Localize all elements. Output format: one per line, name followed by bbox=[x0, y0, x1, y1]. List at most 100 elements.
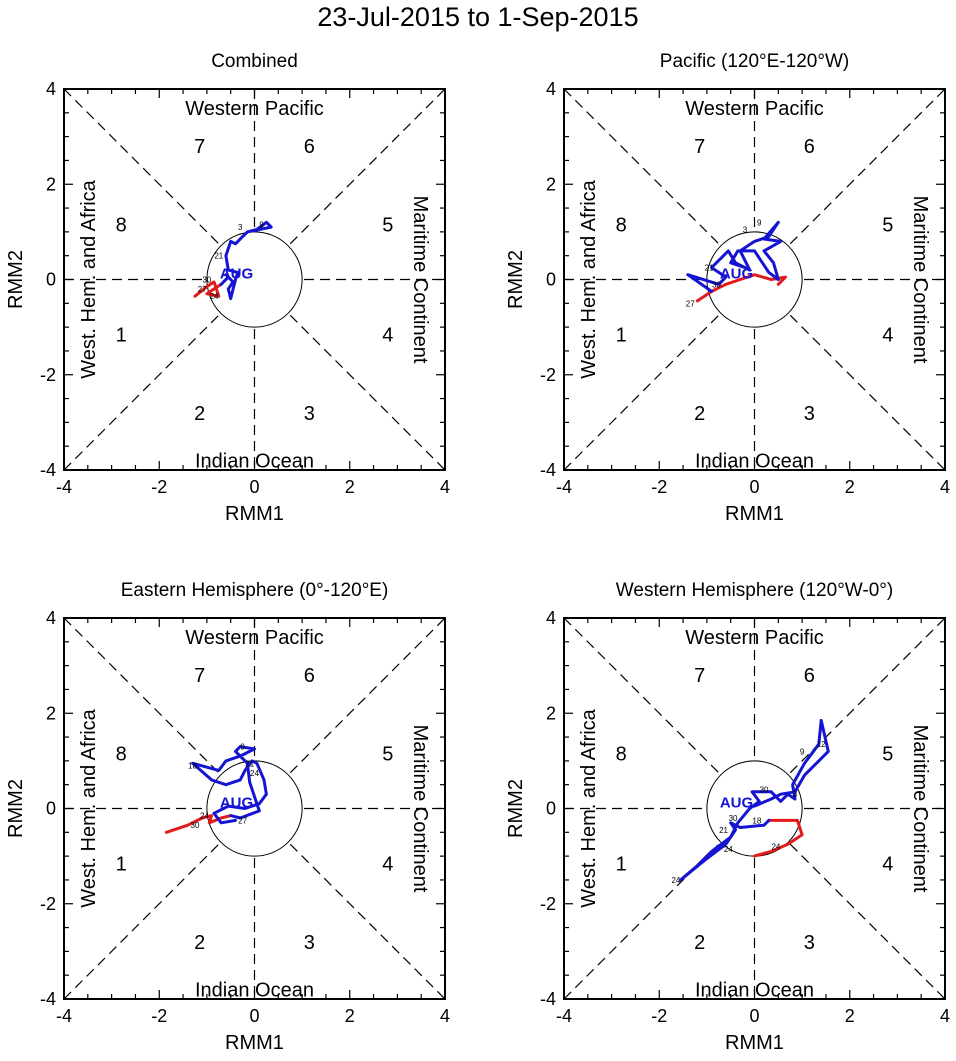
phase-label-1: 1 bbox=[616, 324, 627, 346]
month-label: AUG bbox=[720, 795, 753, 812]
phase-label-3: 3 bbox=[804, 932, 815, 954]
y-tick-label: 4 bbox=[46, 608, 56, 628]
phase-label-2: 2 bbox=[194, 403, 205, 425]
region-label-bottom: Indian Ocean bbox=[195, 980, 314, 1002]
series-line-jul bbox=[753, 818, 804, 858]
rmm-panel-4: Western Hemisphere (120°W-0°) -4-4 -2 -2 0 0 2… bbox=[505, 580, 950, 1054]
month-label: AUG bbox=[720, 266, 753, 283]
region-label-bottom: Indian Ocean bbox=[695, 451, 814, 473]
phase-label-5: 5 bbox=[382, 215, 393, 237]
series-line-jul bbox=[695, 273, 787, 303]
x-tick-label: 0 bbox=[249, 1006, 259, 1026]
y-tick-label: 2 bbox=[546, 703, 556, 723]
phase-label-8: 8 bbox=[616, 744, 627, 766]
y-tick-label: -4 bbox=[40, 460, 56, 480]
phase-label-7: 7 bbox=[694, 136, 705, 158]
day-label: 24 bbox=[210, 292, 219, 301]
phase-label-5: 5 bbox=[882, 744, 893, 766]
day-label: 24 bbox=[671, 876, 680, 885]
rmm-panel-3: Eastern Hemisphere (0°-120°E) -4-4 -2 -2 0 0 2… bbox=[5, 580, 450, 1054]
phase-label-2: 2 bbox=[194, 932, 205, 954]
region-label-top: Western Pacific bbox=[185, 627, 324, 649]
day-label: 12 bbox=[817, 740, 826, 749]
day-label: 18 bbox=[188, 762, 197, 771]
y-tick-label: -4 bbox=[40, 989, 56, 1009]
x-tick-label: -2 bbox=[651, 477, 667, 497]
y-tick-label: -2 bbox=[540, 894, 556, 914]
day-label: 24 bbox=[200, 812, 209, 821]
panel-title: Western Hemisphere (120°W-0°) bbox=[616, 580, 893, 601]
phase-label-8: 8 bbox=[116, 744, 127, 766]
phase-label-6: 6 bbox=[304, 136, 315, 158]
y-tick-label: 0 bbox=[46, 799, 56, 819]
phase-divider bbox=[63, 88, 446, 471]
x-axis-label: RMM1 bbox=[725, 503, 784, 525]
y-tick-label: 4 bbox=[46, 79, 56, 99]
region-label-left: West. Hem. and Africa bbox=[78, 179, 100, 378]
phase-divider bbox=[63, 617, 446, 1000]
y-axis-label: RMM2 bbox=[5, 779, 27, 838]
y-tick-label: 0 bbox=[546, 270, 556, 290]
day-label: 27 bbox=[686, 299, 695, 308]
day-label: 24 bbox=[724, 845, 733, 854]
phase-divider bbox=[563, 88, 946, 471]
region-label-left: West. Hem. and Africa bbox=[78, 708, 100, 907]
x-tick-label: 4 bbox=[940, 477, 950, 497]
day-label: 30 bbox=[202, 276, 211, 285]
phase-label-4: 4 bbox=[882, 324, 893, 346]
day-label: 27 bbox=[198, 285, 207, 294]
series-line-aug bbox=[219, 220, 273, 301]
x-axis-label: RMM1 bbox=[725, 1032, 784, 1054]
day-label: 30 bbox=[729, 814, 738, 823]
phase-divider bbox=[563, 617, 946, 1000]
x-tick-label: 2 bbox=[845, 1006, 855, 1026]
phase-label-1: 1 bbox=[116, 853, 127, 875]
month-label: AUG bbox=[220, 266, 253, 283]
region-label-top: Western Pacific bbox=[685, 627, 824, 649]
phase-label-8: 8 bbox=[616, 215, 627, 237]
y-axis-label: RMM2 bbox=[505, 779, 527, 838]
y-axis-label: RMM2 bbox=[5, 250, 27, 309]
y-tick-label: 0 bbox=[546, 799, 556, 819]
day-label: 18 bbox=[752, 816, 761, 825]
region-label-left: West. Hem. and Africa bbox=[578, 179, 600, 378]
region-label-left: West. Hem. and Africa bbox=[578, 708, 600, 907]
x-tick-label: 0 bbox=[249, 477, 259, 497]
x-tick-label: 2 bbox=[345, 1006, 355, 1026]
x-tick-label: 4 bbox=[440, 1006, 450, 1026]
x-axis-label: RMM1 bbox=[225, 1032, 284, 1054]
x-tick-label: -4 bbox=[56, 1006, 72, 1026]
x-tick-label: -4 bbox=[556, 477, 572, 497]
phase-label-3: 3 bbox=[304, 403, 315, 425]
y-tick-label: 0 bbox=[46, 270, 56, 290]
day-label: 3 bbox=[793, 790, 798, 799]
y-tick-label: -2 bbox=[40, 894, 56, 914]
day-label: 9 bbox=[259, 221, 264, 230]
y-tick-label: 2 bbox=[46, 703, 56, 723]
day-label: 21 bbox=[719, 826, 728, 835]
region-label-bottom: Indian Ocean bbox=[695, 980, 814, 1002]
x-tick-label: -2 bbox=[151, 1006, 167, 1026]
day-label: 24 bbox=[771, 843, 780, 852]
region-label-right: Maritime Continent bbox=[909, 196, 931, 364]
phase-label-8: 8 bbox=[116, 215, 127, 237]
phase-label-5: 5 bbox=[882, 215, 893, 237]
rmm-panel-2: Pacific (120°E-120°W) -4-4 -2 -2 0 0 2 2 4 4 RMM1 R… bbox=[505, 51, 950, 525]
x-tick-label: -2 bbox=[651, 1006, 667, 1026]
panel-title: Eastern Hemisphere (0°-120°E) bbox=[121, 580, 389, 601]
x-tick-label: -4 bbox=[556, 1006, 572, 1026]
phase-label-6: 6 bbox=[304, 665, 315, 687]
x-tick-label: 0 bbox=[749, 1006, 759, 1026]
phase-label-6: 6 bbox=[804, 665, 815, 687]
phase-label-2: 2 bbox=[694, 403, 705, 425]
phase-label-6: 6 bbox=[804, 136, 815, 158]
phase-label-3: 3 bbox=[804, 403, 815, 425]
phase-label-5: 5 bbox=[382, 744, 393, 766]
day-label: 3 bbox=[743, 225, 748, 234]
day-label: 21 bbox=[705, 264, 714, 273]
day-label: 3 bbox=[238, 223, 243, 232]
y-tick-label: -2 bbox=[540, 365, 556, 385]
y-tick-label: 2 bbox=[546, 174, 556, 194]
